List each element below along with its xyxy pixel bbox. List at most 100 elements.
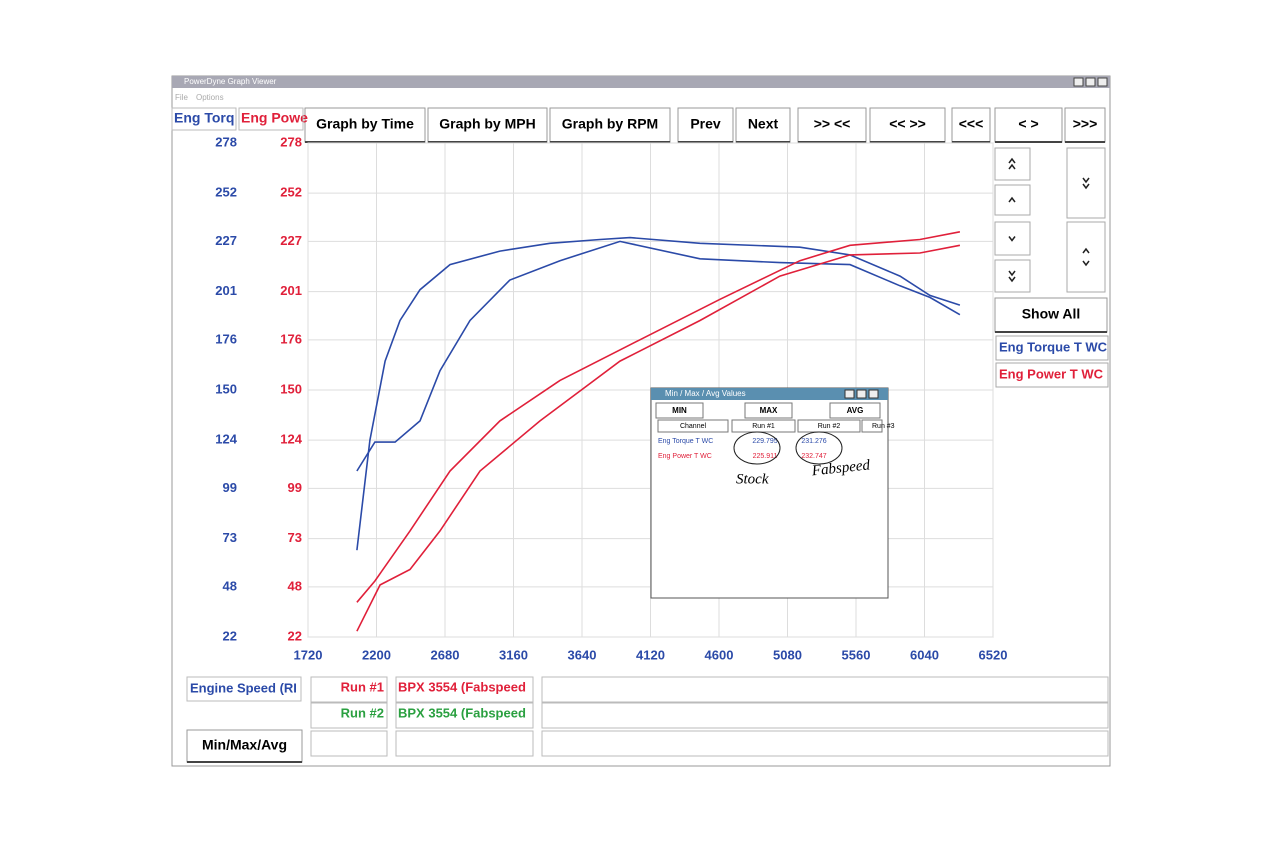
y2-tick-label: 22	[288, 628, 302, 643]
y-tick-label: 150	[215, 381, 237, 396]
y2-tick-label: 176	[280, 331, 302, 346]
popup-tab[interactable]	[829, 402, 881, 419]
popup-close[interactable]	[868, 389, 879, 399]
scroll-button[interactable]	[1066, 221, 1106, 293]
popup-column-label: Run #1	[752, 423, 775, 430]
show-all-button-label: Show All	[1022, 306, 1081, 322]
toolbar-button[interactable]	[427, 107, 548, 143]
x-tick-label: 4600	[705, 647, 734, 662]
toolbar-button-label: >>>	[1073, 116, 1098, 132]
y-tick-label: 252	[215, 185, 237, 200]
data-line	[356, 244, 961, 632]
popup-tab[interactable]	[744, 402, 793, 419]
toolbar-button[interactable]	[797, 107, 867, 143]
scroll-button[interactable]	[994, 259, 1031, 293]
window-title: PowerDyne Graph Viewer	[184, 77, 277, 86]
y-axis-label: Eng Torq	[174, 110, 234, 126]
y2-tick-label: 150	[280, 381, 302, 396]
y2-tick-label: 99	[288, 480, 302, 495]
popup-channel: Eng Power T WC	[658, 453, 712, 460]
x-axis-label: Engine Speed (RI	[190, 680, 297, 695]
popup-tab[interactable]	[655, 402, 704, 419]
toolbar-button-label: <<<	[959, 116, 984, 132]
toolbar-button[interactable]	[677, 107, 734, 143]
x-tick-label: 5560	[842, 647, 871, 662]
popup-value: 229.795	[752, 438, 777, 445]
x-tick-label: 6520	[979, 647, 1008, 662]
y-tick-label: 48	[223, 578, 237, 593]
run-description: BPX 3554 (Fabspeed	[398, 679, 526, 694]
legend-box	[995, 362, 1109, 388]
hand-circle	[733, 431, 781, 465]
chevron-icon	[1008, 163, 1016, 170]
maximize-button[interactable]	[1085, 77, 1096, 87]
toolbar-button-label: << >>	[889, 116, 926, 132]
run-cell	[310, 676, 388, 703]
popup-tab-label: AVG	[847, 406, 864, 415]
toolbar-button-label: Next	[748, 116, 779, 132]
data-line	[356, 236, 961, 551]
chevron-icon	[1082, 260, 1090, 267]
chevron-icon	[1008, 157, 1016, 164]
chevron-icon	[1008, 276, 1016, 283]
toolbar-button[interactable]	[549, 107, 671, 143]
menu-item: File	[175, 93, 188, 102]
run-label: Run #2	[341, 705, 384, 720]
popup-column-header	[861, 419, 883, 433]
y-tick-label: 176	[215, 331, 237, 346]
scroll-button[interactable]	[994, 221, 1031, 256]
popup-title-bar	[651, 388, 888, 400]
y2-tick-label: 278	[280, 134, 302, 149]
popup-column-header	[731, 419, 796, 433]
scroll-button[interactable]	[994, 147, 1031, 181]
popup-maximize[interactable]	[856, 389, 867, 399]
x-tick-label: 5080	[773, 647, 802, 662]
close-button[interactable]	[1097, 77, 1108, 87]
popup-channel: Eng Torque T WC	[658, 438, 713, 445]
x-tick-label: 2200	[362, 647, 391, 662]
y2-tick-label: 48	[288, 578, 302, 593]
title-bar	[172, 76, 1110, 88]
toolbar-button-label: Prev	[690, 116, 721, 132]
min-max-avg-button[interactable]	[186, 729, 303, 763]
chevron-icon	[1082, 247, 1090, 254]
chevron-icon	[1008, 270, 1016, 277]
x-tick-label: 6040	[910, 647, 939, 662]
y2-tick-label: 252	[280, 185, 302, 200]
toolbar-button[interactable]	[1064, 107, 1106, 143]
show-all-button[interactable]	[994, 297, 1108, 333]
run-description: BPX 3554 (Fabspeed	[398, 705, 526, 720]
y-tick-label: 278	[215, 134, 237, 149]
run-label: Run #1	[341, 679, 384, 694]
toolbar-button-label: >> <<	[814, 116, 851, 132]
y2-tick-label: 201	[280, 283, 302, 298]
run-cell	[395, 702, 534, 729]
popup-value: 232.747	[801, 453, 826, 460]
popup-column-label: Run #2	[818, 423, 841, 430]
y-tick-label: 99	[223, 480, 237, 495]
chevron-icon	[1008, 196, 1016, 203]
toolbar-button-label: Graph by Time	[316, 116, 414, 132]
legend-entry: Eng Power T WC	[999, 366, 1104, 381]
minimize-button[interactable]	[1073, 77, 1084, 87]
x-tick-label: 1720	[294, 647, 323, 662]
run-cell	[541, 730, 1109, 757]
popup-title: Min / Max / Avg Values	[665, 389, 746, 398]
chevron-icon	[1008, 236, 1016, 242]
toolbar-button[interactable]	[869, 107, 946, 143]
popup-column-header	[657, 419, 729, 433]
scroll-button[interactable]	[994, 184, 1031, 216]
run-cell	[541, 676, 1109, 703]
y2-axis-label: Eng Powe	[241, 110, 308, 126]
y-tick-label: 124	[215, 432, 237, 447]
popup-value: 225.911	[753, 453, 778, 460]
popup-minimize[interactable]	[844, 389, 855, 399]
toolbar-button[interactable]	[951, 107, 991, 143]
data-line	[356, 240, 961, 472]
axis-label-box	[171, 107, 237, 131]
x-tick-label: 2680	[431, 647, 460, 662]
handwritten-note: Fabspeed	[810, 457, 871, 479]
chevron-icon	[1082, 183, 1090, 190]
run-cell	[395, 676, 534, 703]
